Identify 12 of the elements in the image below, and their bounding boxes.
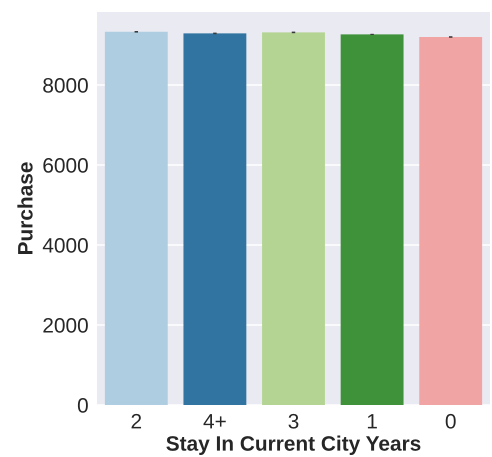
x-tick-label: 1 <box>368 414 377 428</box>
x-tick-label: 2 <box>132 414 142 428</box>
y-axis-title: Purchase <box>17 162 33 254</box>
x-tick-label: 3 <box>288 414 298 429</box>
y-tick-label: 6000 <box>43 158 88 173</box>
y-tick-label: 2000 <box>43 318 88 333</box>
x-axis-title: Stay In Current City Years <box>166 436 420 455</box>
x-tick-label: 0 <box>446 414 456 429</box>
y-tick-label: 0 <box>78 398 88 413</box>
y-tick-label: 8000 <box>43 78 88 93</box>
y-tick-label: 4000 <box>42 238 88 253</box>
x-tick-label: 4+ <box>204 414 226 428</box>
